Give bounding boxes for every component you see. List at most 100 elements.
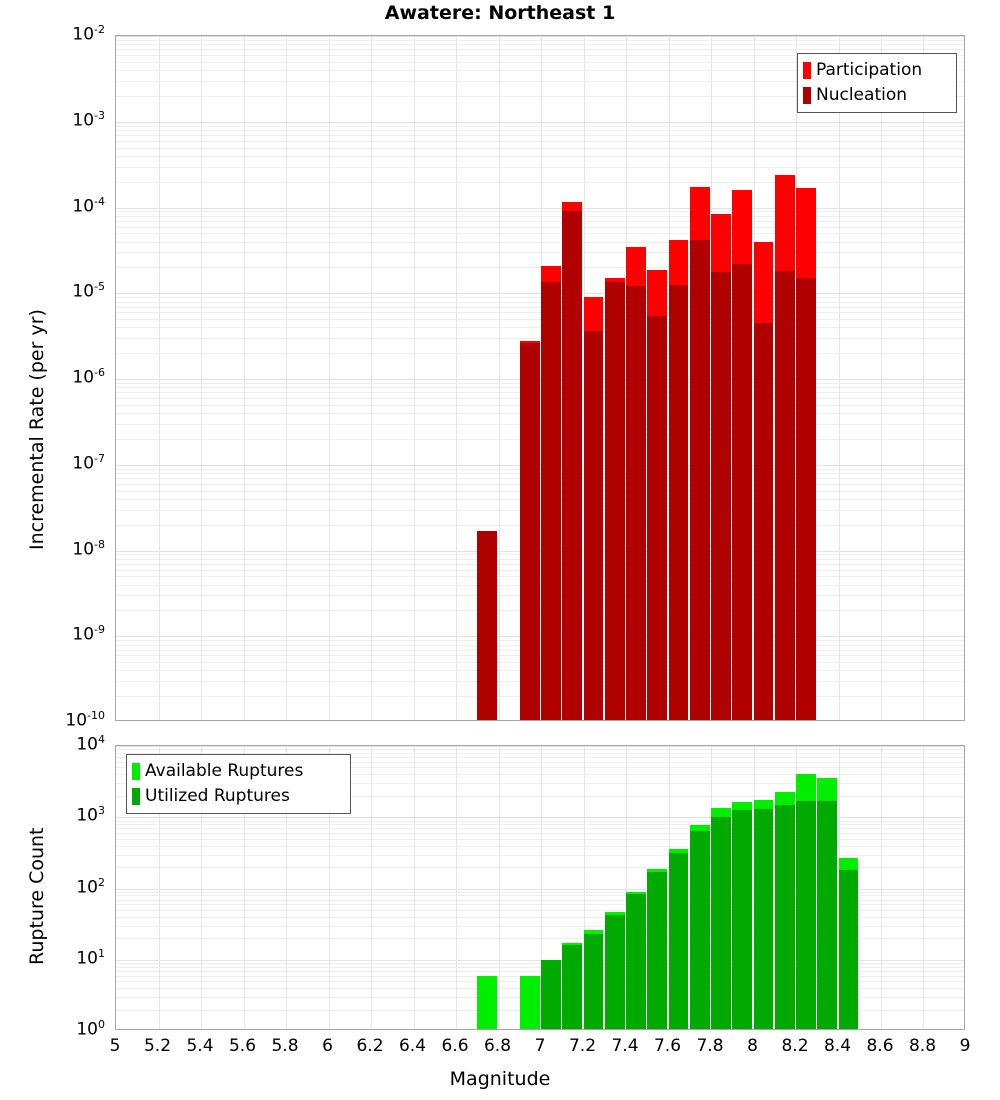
- bar-segment-available: [477, 976, 497, 1030]
- bar-segment-utilized: [732, 810, 752, 1030]
- legend-swatch-icon: [803, 87, 811, 104]
- bar: [520, 36, 540, 721]
- gridline-vertical: [286, 36, 287, 720]
- y-axis-tick-label: 10-5: [0, 284, 105, 301]
- bar-segment-nucleation: [605, 282, 625, 721]
- y-axis-tick-label: 10-7: [0, 455, 105, 472]
- legend-label: Participation: [816, 62, 922, 79]
- y-axis-tick-label: 101: [0, 950, 105, 967]
- x-axis-tick-label: 5: [110, 1036, 121, 1056]
- y-axis-tick-label: 104: [0, 737, 105, 754]
- x-axis-tick-label: 5.4: [186, 1036, 213, 1056]
- bar: [562, 36, 582, 721]
- rupture-count-y-axis-label: Rupture Count: [26, 828, 48, 966]
- gridline-vertical: [923, 746, 924, 1029]
- gridline-vertical: [499, 746, 500, 1029]
- bar: [520, 746, 540, 1030]
- bar-segment-utilized: [775, 805, 795, 1030]
- y-axis-tick-label: 100: [0, 1022, 105, 1039]
- y-axis-tick-label: 10-9: [0, 627, 105, 644]
- bar: [711, 36, 731, 721]
- bar-segment-utilized: [562, 945, 582, 1030]
- x-axis-tick-label: 5.2: [144, 1036, 171, 1056]
- x-axis-tick-label: 8.6: [866, 1036, 893, 1056]
- legend-label: Available Ruptures: [145, 763, 303, 780]
- bar: [477, 746, 497, 1030]
- y-axis-tick-label: 103: [0, 808, 105, 825]
- bar: [669, 36, 689, 721]
- bar: [796, 746, 816, 1030]
- bar-segment-utilized: [796, 801, 816, 1030]
- x-axis-tick-label: 7: [535, 1036, 546, 1056]
- bar: [584, 746, 604, 1030]
- gridline-vertical: [371, 36, 372, 720]
- x-axis-tick-label: 8: [747, 1036, 758, 1056]
- bar-segment-nucleation: [711, 272, 731, 721]
- gridline-vertical: [456, 746, 457, 1029]
- bar: [754, 746, 774, 1030]
- bar-segment-nucleation: [732, 264, 752, 721]
- y-axis-tick-label: 10-8: [0, 541, 105, 558]
- bar-segment-nucleation: [690, 240, 710, 721]
- gridline-vertical: [499, 36, 500, 720]
- bar-segment-nucleation: [520, 343, 540, 721]
- bar-segment-nucleation: [754, 323, 774, 721]
- legend-label: Nucleation: [816, 87, 907, 104]
- x-axis-tick-label: 6.6: [441, 1036, 468, 1056]
- bar: [732, 746, 752, 1030]
- bar-segment-utilized: [626, 894, 646, 1030]
- bar-segment-utilized: [711, 817, 731, 1030]
- x-axis-tick-label: 7.4: [611, 1036, 638, 1056]
- incremental-rate-plot: [115, 35, 965, 721]
- y-axis-tick-label: 10-6: [0, 370, 105, 387]
- bar: [775, 746, 795, 1030]
- x-axis-tick-label: 6.2: [356, 1036, 383, 1056]
- x-axis-tick-label: 9: [960, 1036, 971, 1056]
- incremental-rate-legend: Participation Nucleation: [797, 53, 957, 113]
- x-axis-tick-label: 5.8: [271, 1036, 298, 1056]
- bar: [817, 746, 837, 1030]
- gridline-vertical: [414, 36, 415, 720]
- gridline-vertical: [456, 36, 457, 720]
- bar: [541, 36, 561, 721]
- magnitude-axis-label: Magnitude: [0, 1068, 1000, 1090]
- legend-item: Utilized Ruptures: [132, 784, 344, 809]
- legend-item: Participation: [803, 58, 950, 83]
- x-axis-tick-label: 8.8: [909, 1036, 936, 1056]
- bar: [690, 746, 710, 1030]
- bar: [690, 36, 710, 721]
- gridline-vertical: [244, 36, 245, 720]
- bar-segment-utilized: [647, 872, 667, 1030]
- gridline-vertical: [414, 746, 415, 1029]
- bar-segment-nucleation: [796, 278, 816, 721]
- bar-segment-nucleation: [647, 316, 667, 722]
- x-axis-tick-label: 7.2: [569, 1036, 596, 1056]
- page-title: Awatere: Northeast 1: [0, 2, 1000, 24]
- legend-label: Utilized Ruptures: [145, 788, 290, 805]
- bar: [626, 746, 646, 1030]
- bar-segment-utilized: [690, 831, 710, 1030]
- gridline-vertical: [371, 746, 372, 1029]
- x-axis-tick-label: 6.8: [484, 1036, 511, 1056]
- legend-item: Available Ruptures: [132, 759, 344, 784]
- legend-swatch-icon: [132, 788, 140, 805]
- bar: [477, 36, 497, 721]
- x-axis-tick-label: 6: [322, 1036, 333, 1056]
- bar-segment-available: [520, 976, 540, 1030]
- bar-segment-utilized: [754, 809, 774, 1030]
- y-axis-tick-label: 10-2: [0, 27, 105, 44]
- x-axis-tick-label: 8.2: [781, 1036, 808, 1056]
- legend-swatch-icon: [803, 62, 811, 79]
- bar-segment-nucleation: [562, 211, 582, 721]
- bar: [605, 36, 625, 721]
- bar-segment-utilized: [605, 915, 625, 1030]
- bar-segment-utilized: [541, 960, 561, 1030]
- bar: [626, 36, 646, 721]
- rupture-count-legend: Available Ruptures Utilized Ruptures: [126, 754, 351, 814]
- bar-segment-utilized: [817, 801, 837, 1030]
- bar-segment-utilized: [584, 934, 604, 1030]
- bar-segment-nucleation: [775, 271, 795, 721]
- gridline-vertical: [881, 36, 882, 720]
- bar-segment-nucleation: [477, 531, 497, 721]
- y-axis-tick-label: 102: [0, 879, 105, 896]
